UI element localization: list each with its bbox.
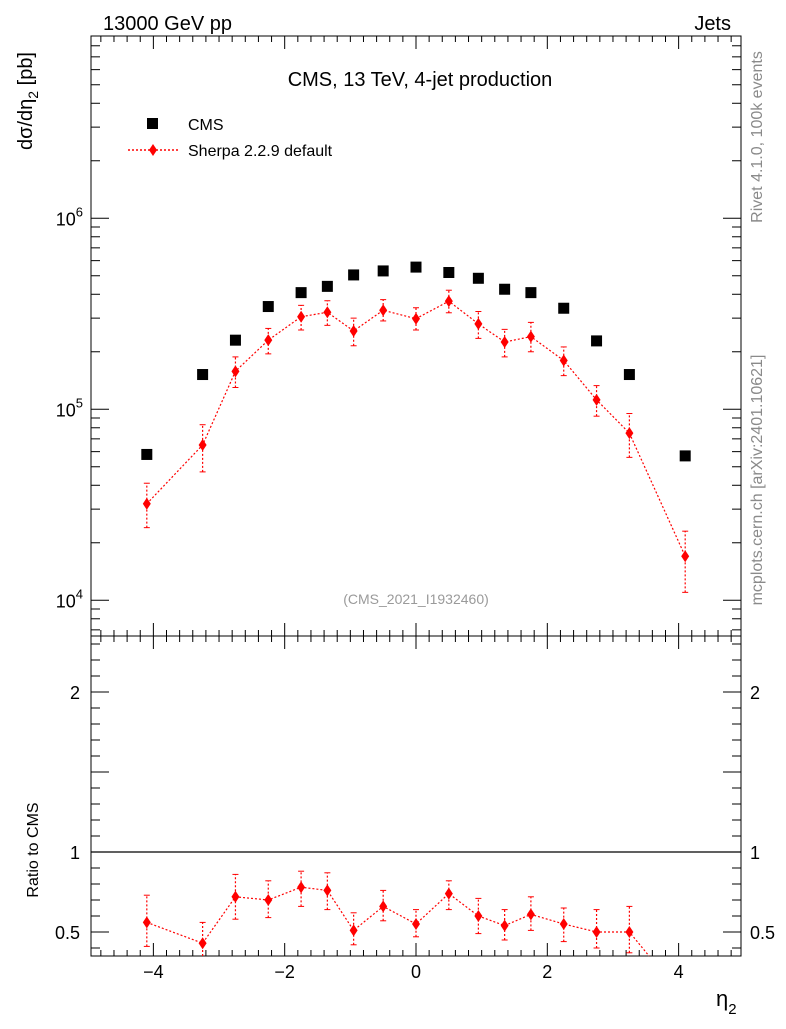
rivet-version-label: Rivet 4.1.0, 100k events [749, 51, 766, 223]
main-axes [91, 35, 741, 636]
category-label: Jets [694, 13, 731, 35]
ratio-data-point [444, 887, 453, 900]
sherpa-data-point [500, 335, 509, 348]
cms-data-point [679, 450, 691, 462]
y-tick-label-exponent: 4 [76, 586, 83, 601]
y-tick-label: 104 [56, 586, 83, 611]
sherpa-data-point [264, 334, 273, 347]
cms-data-point [141, 448, 153, 460]
ratio-data-point [474, 910, 483, 922]
ratio-plot-frame [90, 635, 742, 957]
cms-data-point [472, 272, 484, 284]
y-tick-label-exponent: 5 [76, 395, 83, 410]
ratio-tick-label-right: 0.5 [750, 923, 775, 943]
sherpa-data-point [231, 365, 240, 378]
cms-data-point [525, 287, 537, 299]
y-tick-label: 105 [56, 395, 83, 420]
ratio-axes [91, 636, 741, 957]
ratio-data-point [625, 926, 634, 938]
ratio-data-point [349, 924, 358, 937]
x-tick-label: 2 [542, 962, 552, 982]
sherpa-data-point [198, 438, 207, 451]
x-axis-label-main: η [716, 986, 728, 1011]
chart-title: CMS, 13 TeV, 4-jet production [288, 69, 553, 91]
ratio-data-point [412, 918, 420, 930]
ratio-tick-label-left: 0.5 [55, 923, 80, 943]
y-tick-label-base: 10 [56, 591, 76, 611]
ratio-data-point [592, 926, 601, 938]
ratio-data-point [379, 900, 388, 913]
analysis-id: (CMS_2021_I1932460) [343, 591, 489, 607]
sherpa-data-point [559, 354, 568, 367]
sherpa-data-point [681, 550, 690, 563]
cms-data-point [410, 261, 422, 273]
sherpa-data-point [444, 295, 453, 308]
source-label: mcplots.cern.ch [arXiv:2401.10621] [749, 355, 766, 606]
ratio-data-point [559, 918, 568, 930]
legend-sherpa-marker [149, 144, 157, 156]
ratio-data-point [142, 916, 151, 929]
sherpa-data-point [625, 427, 634, 440]
cms-data-point [295, 287, 307, 299]
sherpa-data-point [412, 312, 420, 325]
y-axis-label-main: dσ/dη [15, 99, 37, 150]
ratio-data-point [231, 890, 240, 903]
x-axis-label-sub: 2 [728, 1001, 736, 1018]
cms-data-point [348, 269, 360, 281]
ratio-tick-label-right: 1 [750, 843, 760, 863]
ratio-tick-label-right: 2 [750, 683, 760, 703]
y-axis-label-unit: [pb] [15, 52, 37, 91]
sherpa-data-point [349, 324, 358, 337]
cms-data-point [229, 334, 241, 346]
ratio-line [146, 886, 650, 957]
ratio-data-point [297, 881, 306, 894]
sherpa-data-point [379, 304, 388, 317]
cms-data-point [591, 335, 603, 347]
cms-data-point [377, 265, 389, 277]
sherpa-data-point [526, 330, 535, 343]
ratio-data-point [526, 908, 535, 921]
y-tick-label: 106 [56, 204, 83, 229]
ratio-data-point [264, 894, 273, 906]
ratio-data-point [198, 937, 207, 950]
cms-data-point [443, 267, 455, 279]
legend-sherpa-label: Sherpa 2.2.9 default [188, 143, 333, 160]
ratio-tick-label-left: 2 [70, 683, 80, 703]
x-tick-label: −2 [274, 962, 295, 982]
cms-data-point [197, 369, 209, 381]
y-tick-label-exponent: 6 [76, 204, 83, 219]
sherpa-data-point [297, 310, 306, 323]
sherpa-data-point [142, 497, 151, 510]
sherpa-data-point [323, 306, 332, 319]
sherpa-data-point [474, 317, 483, 330]
beam-label: 13000 GeV pp [103, 13, 232, 35]
y-axis-label: dσ/dη2 [pb] [15, 52, 41, 150]
cms-data-point [558, 302, 570, 314]
ratio-tick-label-left: 1 [70, 843, 80, 863]
y-tick-label-base: 10 [56, 209, 76, 229]
cms-data-point [321, 280, 333, 292]
x-axis-label: η2 [716, 986, 737, 1018]
x-tick-label: 0 [411, 962, 421, 982]
cms-data-point [262, 301, 274, 313]
ratio-data-point [500, 919, 509, 932]
x-tick-label: 4 [674, 962, 684, 982]
x-tick-label: −4 [143, 962, 164, 982]
sherpa-line [146, 300, 686, 557]
legend-cms-label: CMS [188, 117, 224, 134]
sherpa-data-point [592, 393, 601, 406]
y-axis-label-sub: 2 [25, 91, 41, 99]
y-tick-label-base: 10 [56, 400, 76, 420]
legend-cms-marker [147, 118, 158, 129]
ratio-data-point [323, 884, 332, 897]
cms-data-point [499, 283, 511, 295]
legend: CMS Sherpa 2.2.9 default [128, 117, 333, 160]
cms-data-point [623, 369, 635, 381]
ratio-axis-label: Ratio to CMS [25, 802, 42, 897]
